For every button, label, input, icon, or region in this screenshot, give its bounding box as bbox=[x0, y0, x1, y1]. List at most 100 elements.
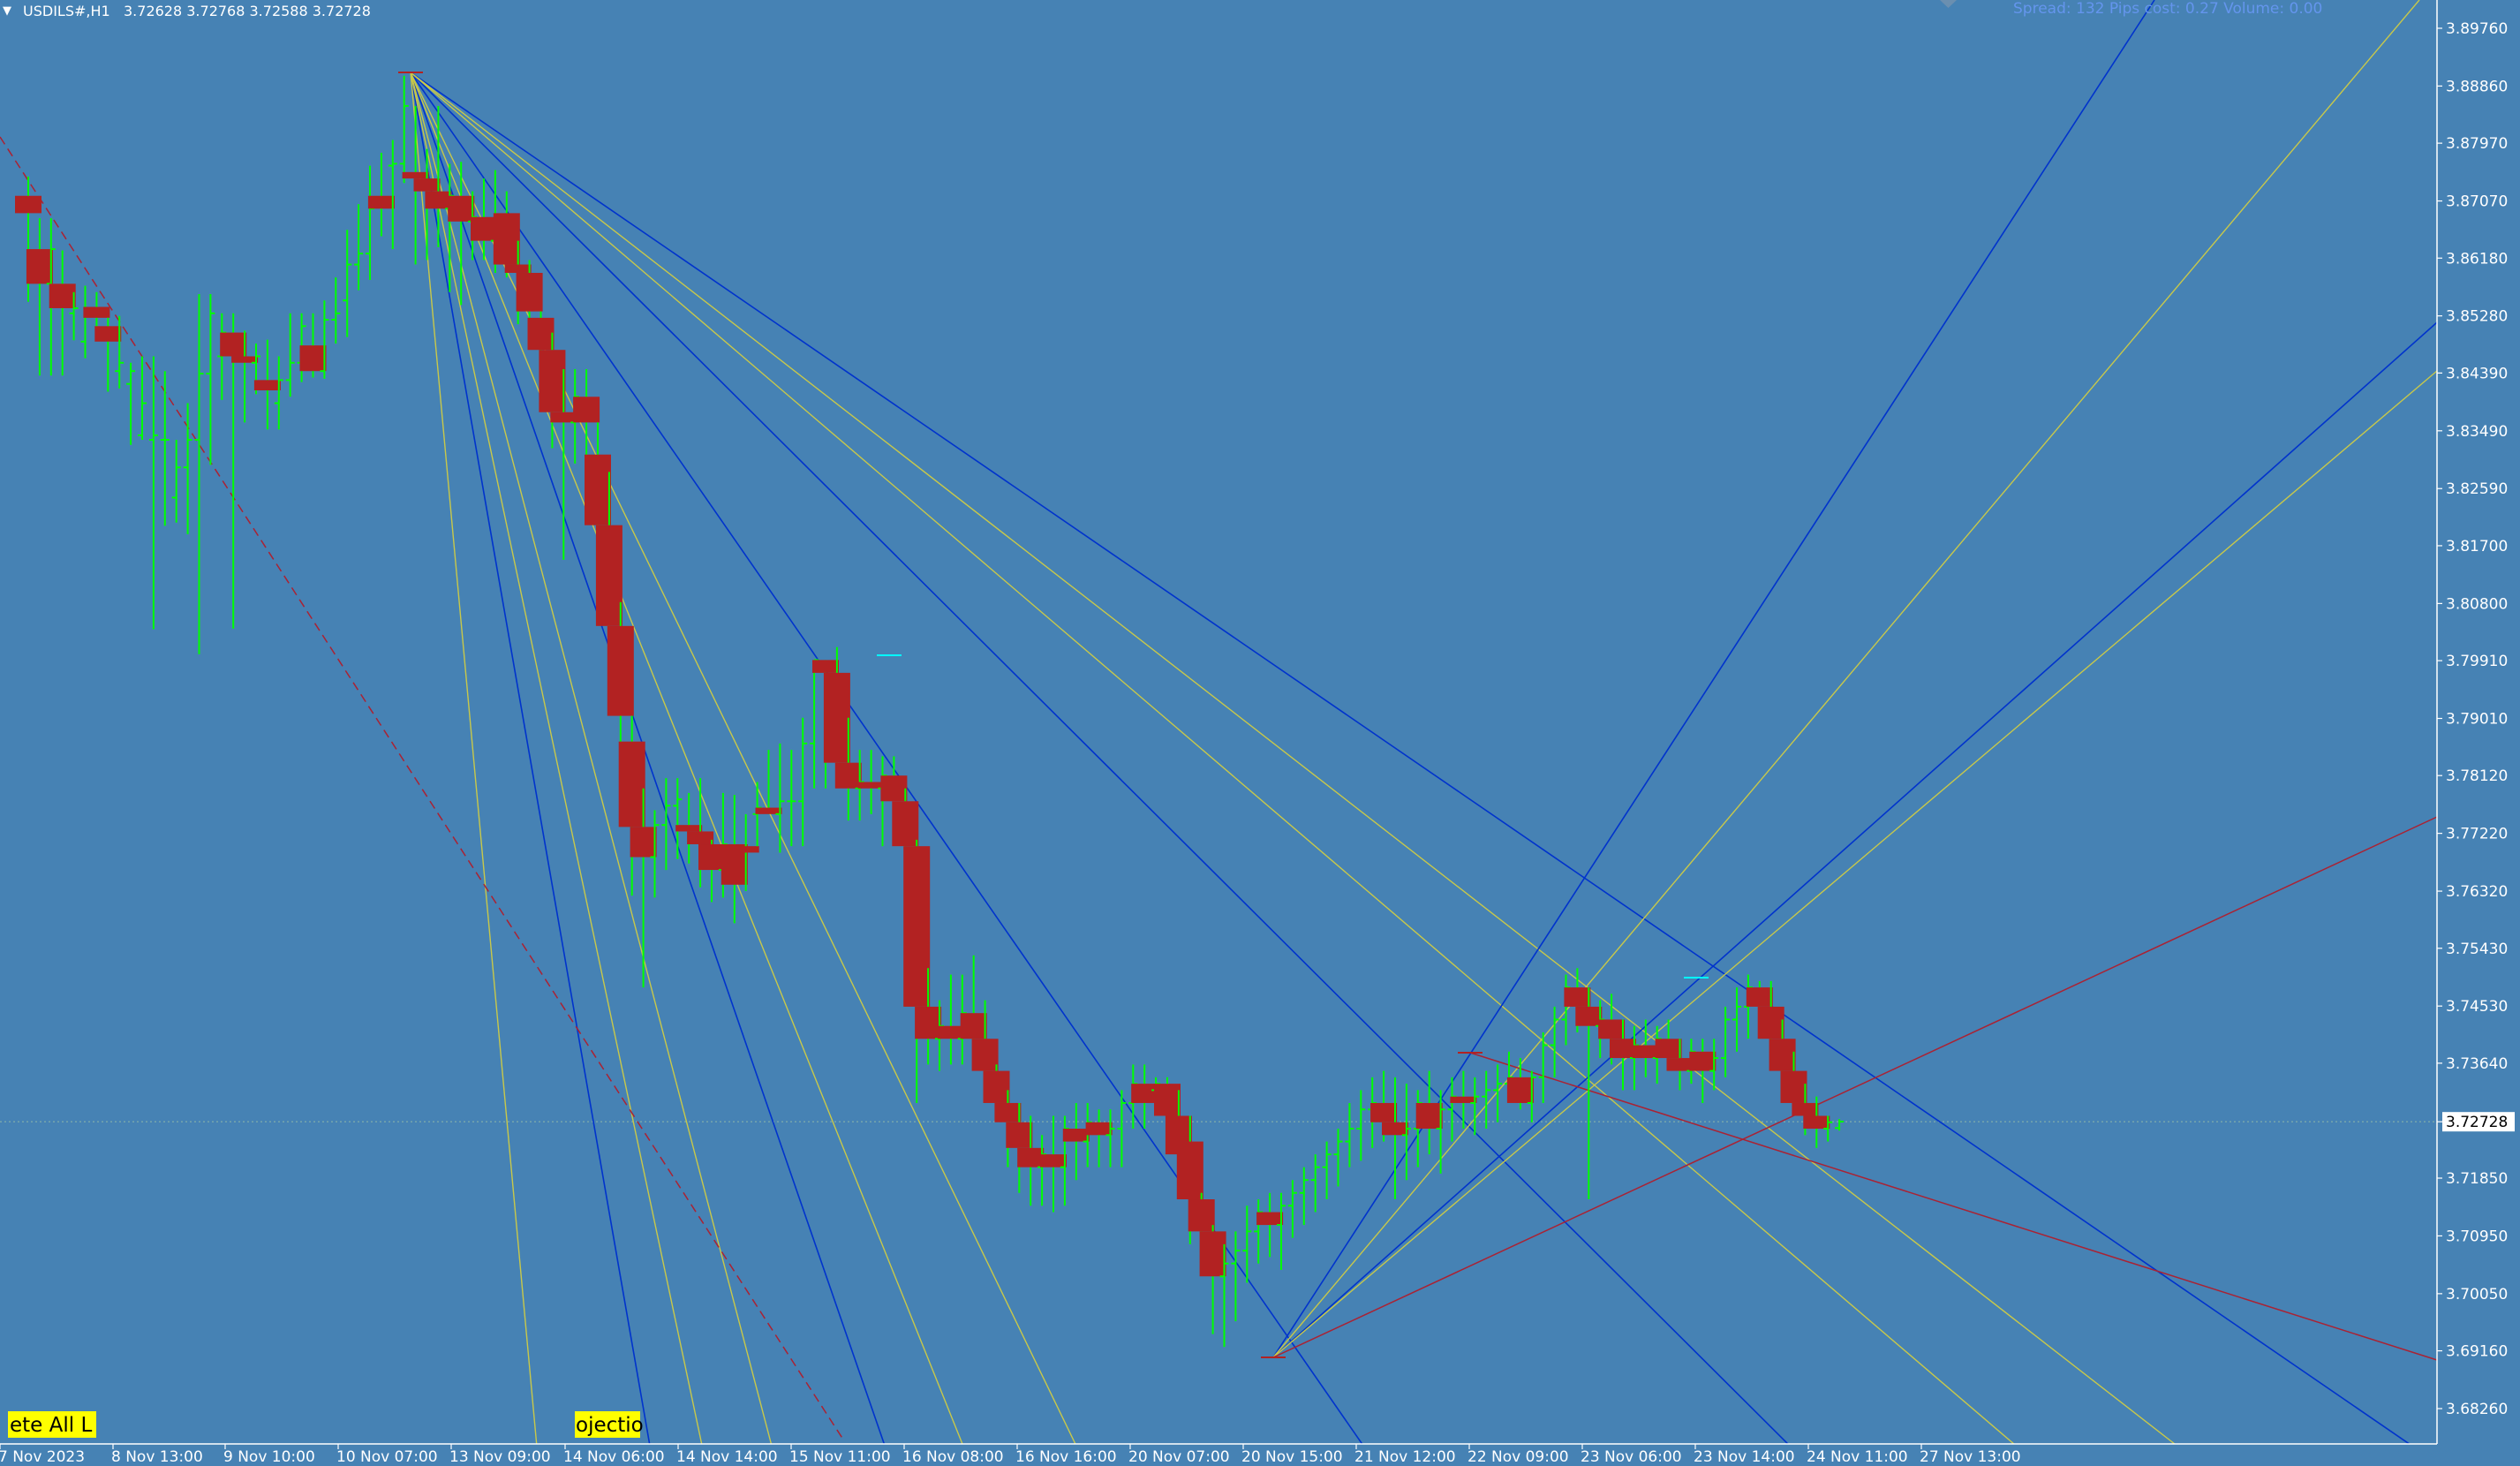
fan-line-yellow[interactable] bbox=[1272, 0, 2420, 1358]
candle-body-bear[interactable] bbox=[493, 213, 520, 265]
candle-body-bear[interactable] bbox=[1757, 1006, 1784, 1039]
candle-body-bear[interactable] bbox=[1085, 1122, 1113, 1136]
candle-body-bear[interactable] bbox=[471, 216, 497, 241]
candle-body-bear[interactable] bbox=[880, 775, 908, 802]
candle-body-bear[interactable] bbox=[94, 326, 122, 342]
candle-body-bear[interactable] bbox=[1598, 1019, 1626, 1039]
candle-body-bear[interactable] bbox=[413, 178, 441, 192]
candle-body-bear[interactable] bbox=[607, 625, 634, 716]
candle-body-bear[interactable] bbox=[1017, 1147, 1045, 1168]
candle-body-bear[interactable] bbox=[1803, 1115, 1830, 1130]
candle-body-bear[interactable] bbox=[504, 264, 532, 273]
candle-body-bear[interactable] bbox=[1792, 1102, 1819, 1116]
candle-body-bear[interactable] bbox=[1689, 1051, 1716, 1071]
candle-body-bear[interactable] bbox=[83, 306, 110, 318]
candle-body-bear[interactable] bbox=[1666, 1058, 1694, 1071]
candle-body-bear[interactable] bbox=[448, 195, 475, 222]
candle-body-bear[interactable] bbox=[585, 454, 611, 525]
candle-body-bear[interactable] bbox=[618, 741, 645, 827]
candle-body-bear[interactable] bbox=[732, 846, 759, 853]
candle-body-bear[interactable] bbox=[1370, 1102, 1398, 1122]
candle-body-bear[interactable] bbox=[1610, 1039, 1636, 1059]
candle-body-bear[interactable] bbox=[425, 191, 452, 209]
trend-line-red[interactable] bbox=[1469, 1052, 2438, 1361]
candle-body-bear[interactable] bbox=[857, 782, 885, 789]
fan-line-blue[interactable] bbox=[1272, 0, 2155, 1358]
candle-body-bear[interactable] bbox=[960, 1013, 987, 1039]
trend-line-red-dashed[interactable] bbox=[0, 136, 844, 1440]
candle-body-bear[interactable] bbox=[367, 195, 395, 209]
fan-line-yellow[interactable] bbox=[410, 72, 972, 1466]
fan-line-yellow[interactable] bbox=[1272, 370, 2438, 1358]
candle-body-bear[interactable] bbox=[231, 356, 259, 363]
candle-body-bear[interactable] bbox=[823, 672, 850, 763]
candle-body-bear[interactable] bbox=[1062, 1129, 1090, 1142]
candle-body-bear[interactable] bbox=[1746, 987, 1773, 1007]
candle-body-bear[interactable] bbox=[915, 1006, 942, 1039]
candle-body-bear[interactable] bbox=[1575, 1006, 1603, 1026]
candle-body-bear[interactable] bbox=[1199, 1231, 1226, 1277]
candle-body-bear[interactable] bbox=[550, 412, 577, 423]
candle-body-bear[interactable] bbox=[1188, 1199, 1215, 1232]
candle-body-bear[interactable] bbox=[49, 283, 76, 308]
time-axis[interactable]: 7 Nov 2023 8 Nov 13:00 9 Nov 10:00 10 Nov 0… bbox=[0, 1443, 2520, 1466]
candle-body-bear[interactable] bbox=[1769, 1039, 1796, 1071]
candle-body-bear[interactable] bbox=[1131, 1084, 1158, 1103]
one-click-toggle-icon[interactable] bbox=[1940, 0, 1957, 8]
fan-line-yellow[interactable] bbox=[410, 72, 707, 1466]
candle-body-bear[interactable] bbox=[812, 660, 839, 673]
analysis-drawings-front[interactable] bbox=[398, 72, 1709, 1358]
candle-body-bear[interactable] bbox=[1450, 1096, 1477, 1103]
candle-body-bear[interactable] bbox=[1632, 1045, 1659, 1059]
fan-line-blue[interactable] bbox=[410, 72, 2442, 1466]
candle-body-bear[interactable] bbox=[1382, 1122, 1408, 1136]
candle-body-bear[interactable] bbox=[253, 380, 281, 391]
candle-body-bear[interactable] bbox=[994, 1102, 1022, 1122]
candle-body-bear[interactable] bbox=[15, 195, 41, 214]
projection-button[interactable]: ojectio bbox=[575, 1411, 644, 1438]
candlestick-series[interactable] bbox=[15, 75, 1845, 1348]
candle-body-bear[interactable] bbox=[687, 831, 714, 844]
delete-all-button[interactable]: ete All L bbox=[8, 1411, 96, 1438]
candle-body-bear[interactable] bbox=[1154, 1084, 1181, 1116]
candle-body-bear[interactable] bbox=[903, 846, 931, 1007]
candle-body-bear[interactable] bbox=[220, 332, 247, 357]
candle-body-bear[interactable] bbox=[630, 827, 657, 858]
fan-line-yellow[interactable] bbox=[410, 72, 539, 1466]
candle-body-bear[interactable] bbox=[675, 825, 703, 832]
candle-body-bear[interactable] bbox=[1415, 1102, 1443, 1130]
candle-body-bear[interactable] bbox=[516, 272, 543, 312]
candle-body-bear[interactable] bbox=[26, 249, 53, 284]
candle-body-bear[interactable] bbox=[573, 397, 600, 423]
candle-body-bear[interactable] bbox=[1564, 987, 1591, 1007]
candle-body-bear[interactable] bbox=[1506, 1077, 1534, 1103]
candle-body-bear[interactable] bbox=[402, 171, 429, 179]
candle-body-bear[interactable] bbox=[983, 1070, 1010, 1103]
candle-body-bear[interactable] bbox=[595, 525, 622, 626]
trend-line-red[interactable] bbox=[1272, 816, 2438, 1358]
candle-body-bear[interactable] bbox=[755, 807, 782, 814]
fan-line-yellow[interactable] bbox=[410, 72, 2041, 1466]
fan-line-yellow[interactable] bbox=[410, 72, 778, 1466]
fan-line-blue[interactable] bbox=[1272, 321, 2438, 1358]
fan-line-yellow[interactable] bbox=[410, 72, 2204, 1466]
candle-body-bear[interactable] bbox=[1256, 1212, 1284, 1226]
candle-body-bear[interactable] bbox=[1780, 1070, 1807, 1103]
candle-body-bear[interactable] bbox=[698, 843, 725, 871]
fan-line-blue[interactable] bbox=[410, 72, 1811, 1466]
fan-line-blue[interactable] bbox=[410, 72, 893, 1466]
candle-body-bear[interactable] bbox=[1040, 1154, 1067, 1168]
candle-body-bear[interactable] bbox=[892, 801, 919, 847]
fan-line-blue[interactable] bbox=[410, 72, 654, 1466]
candle-body-bear[interactable] bbox=[1006, 1122, 1033, 1148]
candle-body-bear[interactable] bbox=[971, 1039, 999, 1071]
candle-body-bear[interactable] bbox=[1655, 1039, 1682, 1059]
price-axis[interactable]: 3.89760 3.88860 3.87970 3.87070 3.86180 3.852… bbox=[2436, 0, 2520, 1466]
candle-body-bear[interactable] bbox=[937, 1025, 964, 1039]
candle-body-bear[interactable] bbox=[834, 762, 862, 789]
candle-body-bear[interactable] bbox=[539, 350, 566, 412]
candle-body-bear[interactable] bbox=[1176, 1141, 1203, 1200]
chart-menu-toggle[interactable]: ▼ bbox=[3, 4, 11, 18]
candle-body-bear[interactable] bbox=[299, 345, 327, 372]
